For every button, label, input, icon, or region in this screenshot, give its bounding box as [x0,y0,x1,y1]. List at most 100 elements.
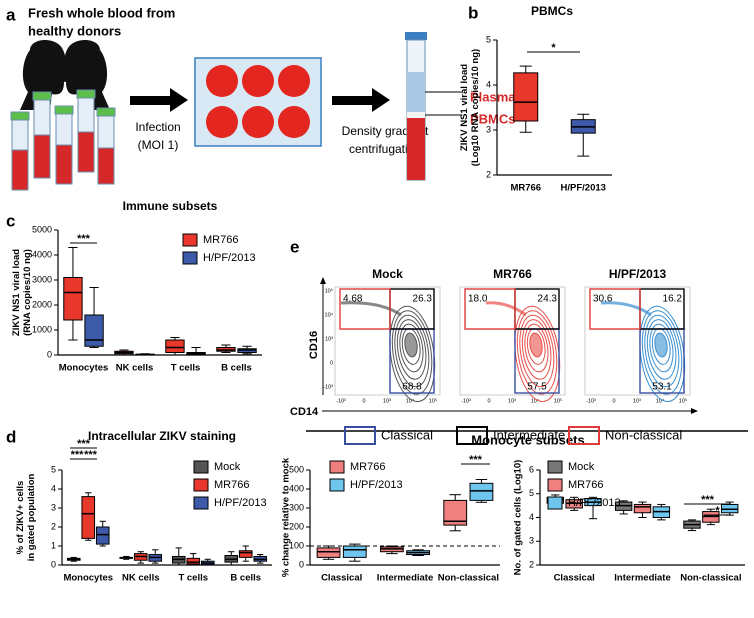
x-tick-label: B cells [230,573,261,584]
significance-label: * [715,505,720,517]
y-tick-label: 500 [289,464,304,474]
gate-legend-label: Classical [381,427,433,442]
x-tick-label: NK cells [122,573,160,584]
flow-x-tick-label: 10⁴ [656,397,665,404]
contour [404,332,418,358]
flow-y-arrowhead [320,277,326,284]
y-axis-label: No. of gated cells (Log10) [513,460,524,576]
legend-swatch [547,460,563,474]
box [63,277,83,321]
gate-percentage: 18.0 [468,294,488,305]
flow-plot-title: H/PF/2013 [609,267,667,281]
y-tick-label: 6 [529,464,534,474]
y-axis-label: in gated population [26,474,37,562]
layer-label: PBMCs [470,111,516,126]
significance-label: * [551,42,556,54]
diagram: Fresh whole blood from healthy donors In… [10,5,516,191]
contour [654,332,668,358]
flow-x-tick-label: 10⁵ [429,397,437,404]
flow-x-tick-label: -10³ [586,398,596,404]
x-tick-label: H/PF/2013 [561,183,606,194]
flow-x-tick-label: 10⁴ [531,397,540,404]
contour [524,323,549,373]
contour [641,310,683,395]
box [342,545,367,558]
legend-label: H/PF/2013 [203,252,256,264]
legend-swatch [329,478,345,492]
gate [589,288,641,330]
box [186,557,201,565]
step-label: centrifugation [349,142,421,156]
gate-legend-swatch [456,426,488,445]
flow-x-tick-label: 10³ [508,398,516,404]
flow-plot-frame [334,286,441,396]
y-tick-label: 3 [529,536,534,546]
box [95,526,110,545]
y-tick-label: 0 [51,559,56,569]
y-tick-label: 5 [51,464,56,474]
y-tick-label: 400 [289,483,304,493]
legend-label: H/PF/2013 [350,479,403,491]
significance-label: *** [84,449,98,461]
box [443,499,468,526]
contour [646,319,677,380]
flow-y-tick-label: -10³ [323,384,333,390]
flow-y-tick-label: 0 [330,360,333,366]
x-tick-label: Intermediate [377,573,434,584]
y-axis-label: ZIKV NS1 viral load [459,64,470,151]
box [513,72,539,122]
legend-swatch [547,478,563,492]
donor-silhouette [60,39,110,110]
panel-letter: e [290,237,299,256]
gate-percentage: 57.5 [527,382,547,393]
box [469,482,494,501]
y-tick-label: 3000 [32,274,52,284]
legend-swatch [193,460,209,474]
arrow [332,96,374,105]
contour [399,323,424,373]
gate-percentage: 24.3 [538,294,558,305]
x-tick-label: Intermediate [614,573,671,584]
flow-y-label: CD16 [308,331,320,359]
contour-tail [600,301,652,317]
y-axis-label: ZIKV NS1 viral load [11,249,22,336]
flow-plot-title: Mock [372,267,403,281]
x-tick-label: Classical [554,573,595,584]
flow-x-tick-label: 10⁵ [554,397,562,404]
box [84,314,104,347]
flow-x-tick-label: 0 [487,398,490,404]
significance-label: *** [701,494,715,506]
gate-percentage: 4.68 [343,294,363,305]
contour [516,310,558,395]
y-tick-label: 5000 [32,224,52,234]
contour [391,310,433,395]
y-tick-label: 2000 [32,299,52,309]
flow-x-tick-label: 0 [362,398,365,404]
box [238,550,253,558]
y-tick-label: 2 [529,559,534,569]
x-tick-label: MR766 [510,183,541,194]
y-tick-label: 200 [289,521,304,531]
y-axis-label: (RNA copies/10 ng) [22,249,33,336]
flow-x-tick-label: -10³ [461,398,471,404]
legend-swatch [329,460,345,474]
contour-tail [485,301,527,317]
gate [464,288,516,330]
y-tick-label: 1000 [32,324,52,334]
contour [394,314,430,388]
legend-label: H/PF/2013 [214,497,267,509]
y-tick-label: 5 [486,34,491,44]
y-tick-label: 2 [51,521,56,531]
y-tick-label: 4 [51,483,56,493]
flow-x-arrowhead [691,408,698,414]
y-tick-label: 4 [486,79,491,89]
y-axis-label: % of ZIKV+ cells [15,481,26,555]
arrow [170,88,188,112]
gate-legend-swatch [344,426,376,445]
box [633,503,652,514]
x-tick-label: Classical [321,573,362,584]
flow-x-label: CD14 [290,406,319,418]
arrow [372,88,390,112]
legend-swatch [193,478,209,492]
